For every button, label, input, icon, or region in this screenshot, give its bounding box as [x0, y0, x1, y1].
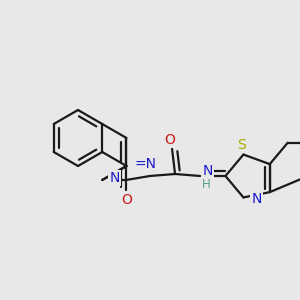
Text: S: S: [237, 138, 246, 152]
Text: N: N: [202, 164, 213, 178]
Text: H: H: [202, 178, 211, 191]
Text: O: O: [165, 133, 176, 147]
Text: =N: =N: [134, 157, 157, 171]
Text: O: O: [121, 193, 132, 207]
Text: N: N: [109, 171, 120, 185]
Text: N: N: [251, 192, 262, 206]
